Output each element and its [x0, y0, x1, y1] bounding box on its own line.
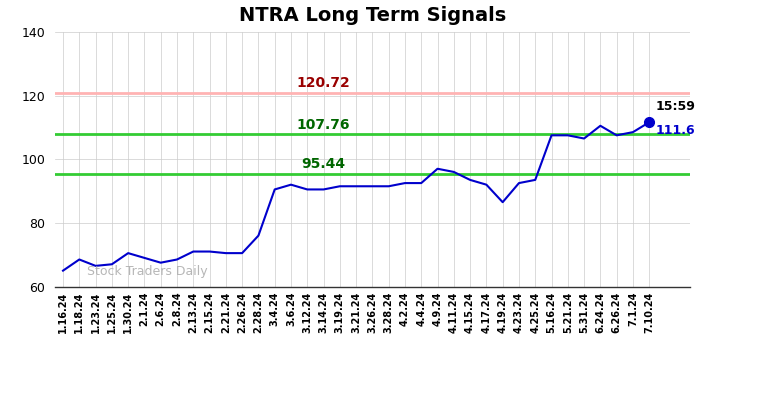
Text: Stock Traders Daily: Stock Traders Daily	[88, 265, 208, 279]
Text: 95.44: 95.44	[302, 157, 346, 171]
Text: 15:59: 15:59	[655, 100, 695, 113]
Text: 111.6: 111.6	[655, 124, 695, 137]
Text: 107.76: 107.76	[297, 118, 350, 132]
Title: NTRA Long Term Signals: NTRA Long Term Signals	[239, 6, 506, 25]
Text: 120.72: 120.72	[296, 76, 350, 90]
